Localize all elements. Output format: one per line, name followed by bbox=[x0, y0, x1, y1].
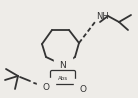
Text: O: O bbox=[79, 84, 87, 93]
Text: O: O bbox=[43, 83, 50, 93]
FancyBboxPatch shape bbox=[51, 70, 75, 84]
Text: Abs: Abs bbox=[58, 75, 68, 80]
Text: NH: NH bbox=[96, 12, 109, 21]
Text: N: N bbox=[60, 62, 66, 70]
